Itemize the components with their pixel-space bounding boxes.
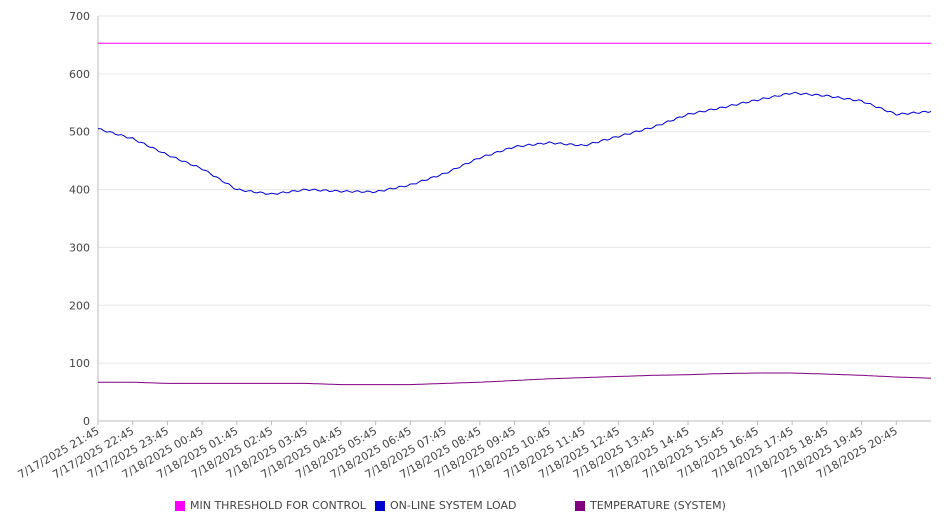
y-tick-label: 500 — [69, 126, 90, 139]
legend-label-system-load: ON-LINE SYSTEM LOAD — [390, 499, 517, 512]
y-tick-label: 400 — [69, 184, 90, 197]
y-tick-labels: 0 100 200 300 400 500 600 700 — [69, 10, 90, 428]
series-lines — [97, 42, 932, 386]
legend-swatch-system-load — [375, 500, 385, 511]
y-tick-label: 100 — [69, 357, 90, 370]
x-tick-labels: 7/17/2025 21:457/17/2025 22:457/17/2025 … — [16, 421, 900, 481]
legend-swatch-temperature — [575, 500, 585, 511]
y-tick-label: 0 — [83, 415, 90, 428]
legend-label-temperature: TEMPERATURE (SYSTEM) — [590, 499, 726, 512]
y-tick-label: 300 — [69, 241, 90, 254]
y-tick-label: 200 — [69, 299, 90, 312]
legend-label-min-threshold: MIN THRESHOLD FOR CONTROL — [190, 499, 366, 512]
y-tick-label: 600 — [69, 68, 90, 81]
legend-item-temperature[interactable]: TEMPERATURE (SYSTEM) — [575, 499, 726, 512]
legend-item-system-load[interactable]: ON-LINE SYSTEM LOAD — [375, 499, 516, 512]
legend-swatch-min-threshold — [175, 500, 185, 511]
axes — [97, 16, 931, 422]
legend-item-min-threshold[interactable]: MIN THRESHOLD FOR CONTROL — [175, 499, 366, 512]
gridlines — [98, 15, 931, 364]
y-tick-label: 700 — [69, 10, 90, 23]
series-line-1 — [97, 91, 932, 195]
series-line-2 — [98, 372, 932, 386]
legend: MIN THRESHOLD FOR CONTROL ON-LINE SYSTEM… — [0, 499, 946, 513]
